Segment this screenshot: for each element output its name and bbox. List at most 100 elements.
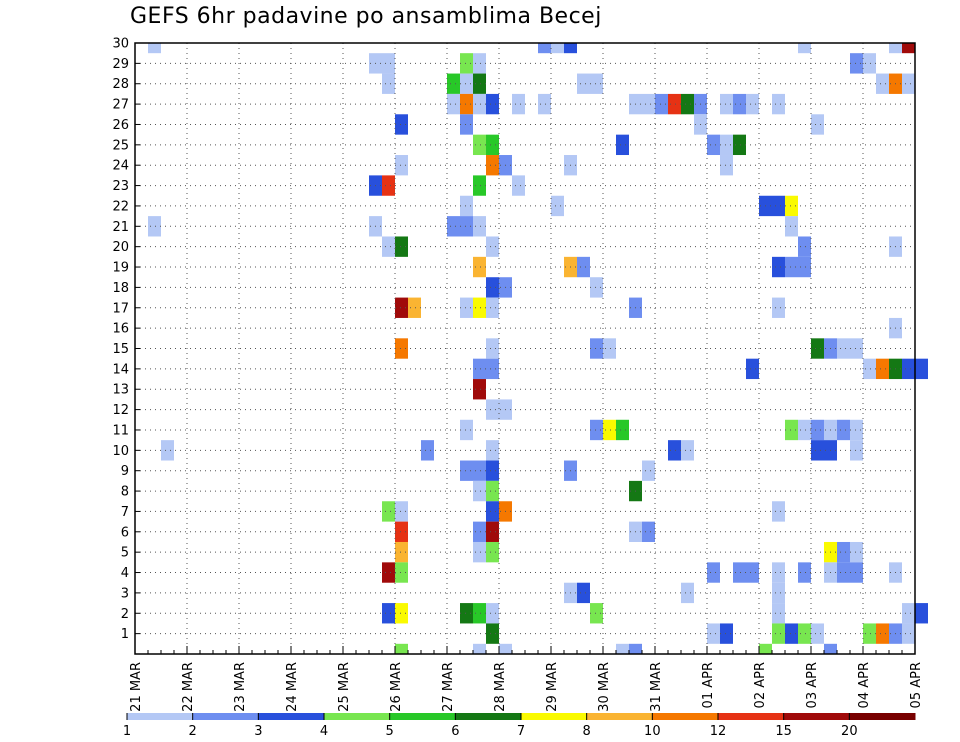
precip-cell (902, 43, 915, 54)
x-tick-label: 26 MAR (389, 662, 404, 712)
precip-cell (460, 216, 473, 237)
y-tick-label: 22 (112, 199, 129, 214)
y-tick-label: 11 (112, 423, 129, 438)
precip-cell (811, 419, 824, 441)
x-tick-label: 24 MAR (285, 662, 300, 712)
precip-cell (590, 277, 603, 298)
y-tick-label: 20 (112, 240, 129, 255)
precip-cell (447, 216, 460, 237)
x-tick-label: 29 MAR (545, 662, 560, 712)
precip-cell (460, 419, 473, 441)
precip-cell (395, 155, 408, 176)
colorbar-swatch (192, 713, 259, 720)
y-tick-label: 3 (121, 586, 129, 601)
precip-cell (590, 603, 603, 624)
y-tick-label: 4 (121, 566, 129, 581)
precip-cell (811, 114, 824, 135)
precip-cell (447, 93, 460, 115)
y-tick-label: 21 (112, 220, 129, 235)
precip-cell (473, 541, 486, 563)
precip-cell (772, 562, 785, 583)
precip-cell (577, 73, 590, 94)
precip-cell (460, 73, 473, 94)
y-tick-label: 6 (121, 525, 129, 540)
precip-cell (772, 195, 785, 217)
precip-cell (382, 562, 395, 583)
precip-cell (473, 256, 486, 278)
colorbar-label: 6 (451, 724, 459, 739)
precip-cell (486, 541, 499, 563)
colorbar-label: 12 (710, 724, 727, 739)
precip-cell (473, 521, 486, 542)
precip-cell (395, 541, 408, 563)
x-tick-label: 02 APR (753, 662, 768, 708)
y-tick-label: 30 (112, 37, 129, 52)
precip-cell (473, 73, 486, 94)
precip-cell (629, 643, 642, 654)
precip-cell (148, 43, 161, 54)
x-tick-label: 22 MAR (181, 662, 196, 712)
precip-cell (616, 134, 629, 156)
precip-cell (395, 501, 408, 522)
precip-cell (486, 399, 499, 420)
colorbar-label: 3 (254, 724, 262, 739)
precip-cell (564, 43, 577, 54)
precip-cell (902, 603, 915, 624)
y-tick-label: 5 (121, 546, 129, 561)
precip-cell (395, 114, 408, 135)
precip-cell (616, 419, 629, 441)
precip-cell (733, 134, 746, 156)
precip-cell (850, 338, 863, 359)
precip-cell (902, 358, 915, 380)
precip-cell (785, 419, 798, 441)
precip-cell (486, 236, 499, 257)
colorbar-swatch (718, 713, 785, 720)
precip-cell (603, 338, 616, 359)
x-tick-label: 27 MAR (441, 662, 456, 712)
colorbar-label: 20 (841, 724, 858, 739)
precip-cell (733, 562, 746, 583)
precip-cell (473, 175, 486, 196)
precip-cell (486, 440, 499, 461)
precip-cell (720, 93, 733, 115)
precip-cell (707, 623, 720, 644)
precip-cell (863, 53, 876, 74)
precip-cell (720, 134, 733, 156)
colorbar-swatch (324, 713, 391, 720)
colorbar-swatch (127, 713, 194, 720)
colorbar-label: 7 (517, 724, 525, 739)
precip-cell (772, 501, 785, 522)
precip-cell (876, 623, 889, 644)
precip-cell (837, 419, 850, 441)
precip-cell (460, 603, 473, 624)
x-tick-label: 21 MAR (129, 662, 144, 712)
y-tick-label: 14 (112, 362, 129, 377)
precip-cell (850, 440, 863, 461)
precip-cell (733, 93, 746, 115)
precip-cell (746, 562, 759, 583)
y-tick-label: 27 (112, 98, 129, 113)
x-tick-label: 23 MAR (233, 662, 248, 712)
precip-cell (473, 358, 486, 380)
colorbar-label: 4 (320, 724, 328, 739)
colorbar-label: 10 (644, 724, 661, 739)
precip-cell (486, 521, 499, 542)
precip-cell (486, 480, 499, 502)
precip-cell (486, 623, 499, 644)
y-tick-label: 25 (112, 138, 129, 153)
precip-cell (681, 582, 694, 604)
precip-cell (772, 256, 785, 278)
precip-cell (382, 501, 395, 522)
precip-cell (850, 562, 863, 583)
precip-cell (707, 562, 720, 583)
precip-cell (538, 93, 551, 115)
precip-cell (161, 440, 174, 461)
precip-cell (720, 623, 733, 644)
precip-cell (746, 358, 759, 380)
colorbar-label: 1 (123, 724, 131, 739)
precip-cell (395, 603, 408, 624)
colorbar-swatch (258, 713, 325, 720)
precip-cell (616, 643, 629, 654)
precip-cell (382, 53, 395, 74)
precip-cell (148, 216, 161, 237)
